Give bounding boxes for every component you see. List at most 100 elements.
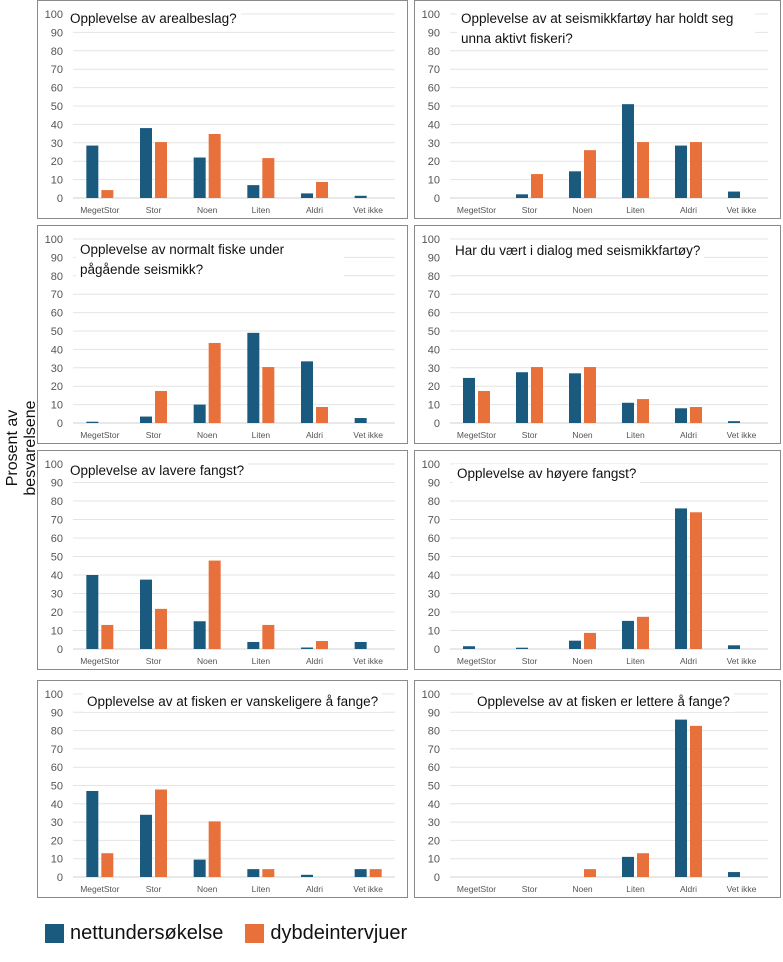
bar-dybdeintervjuer	[208, 133, 221, 198]
y-tick-label: 30	[428, 138, 440, 150]
bar-nettundersokelse	[622, 856, 634, 877]
x-tick-label: Liten	[626, 205, 645, 215]
legend-item-nettundersokelse: nettundersøkelse	[45, 922, 223, 945]
y-tick-label: 0	[57, 193, 63, 205]
bar-chart: 0 10 20 30 40 50 60 70 80 90 100 MegetStor Stor Noen L…	[422, 234, 768, 440]
x-tick-label: Stor	[522, 656, 538, 666]
chart-panel: 0 10 20 30 40 50 60 70 80 90 100 MegetStor Stor Noen L…	[414, 680, 781, 898]
bar-nettundersokelse	[622, 402, 634, 423]
y-tick-label: 40	[428, 570, 440, 582]
chart-panel: 0 10 20 30 40 50 60 70 80 90 100 MegetStor Stor Noen L…	[37, 225, 408, 444]
y-tick-label: 20	[428, 156, 440, 168]
y-tick-label: 80	[428, 271, 440, 283]
x-tick-label: Liten	[252, 430, 271, 440]
chart-title: Opplevelse av at fisken er lettere å fan…	[473, 692, 734, 712]
bar-dybdeintervjuer	[637, 853, 649, 877]
y-tick-label: 0	[57, 644, 63, 656]
y-tick-label: 80	[428, 496, 440, 508]
x-tick-label: Noen	[572, 656, 593, 666]
y-tick-label: 70	[51, 289, 63, 301]
bar-dybdeintervjuer	[584, 632, 596, 649]
x-tick-label: Stor	[146, 884, 162, 894]
bar-nettundersokelse	[516, 372, 528, 423]
bar-dybdeintervjuer	[155, 142, 167, 198]
y-tick-label: 100	[422, 689, 440, 701]
y-tick-label: 70	[428, 515, 440, 527]
bar-nettundersokelse	[86, 575, 99, 649]
x-tick-label: Noen	[197, 205, 218, 215]
bar-dybdeintervjuer	[637, 399, 649, 423]
x-tick-label: Stor	[146, 205, 162, 215]
x-tick-label: MegetStor	[80, 656, 119, 666]
legend-item-dybdeintervjuer: dybdeintervjuer	[245, 922, 407, 945]
bar-nettundersokelse	[354, 418, 367, 423]
y-tick-label: 0	[434, 872, 440, 884]
y-tick-label: 90	[428, 27, 440, 39]
y-tick-label: 30	[428, 589, 440, 601]
y-tick-label: 0	[57, 872, 63, 884]
x-tick-label: Noen	[197, 656, 218, 666]
chart-panel: 0 10 20 30 40 50 60 70 80 90 100 MegetStor Stor Noen L…	[37, 0, 408, 219]
bar-nettundersokelse	[193, 157, 206, 198]
y-tick-label: 40	[51, 570, 63, 582]
bar-nettundersokelse	[193, 404, 206, 423]
x-tick-label: Noen	[197, 430, 218, 440]
chart-title: Har du vært i dialog med seismikkfartøy?	[451, 241, 705, 261]
bar-dybdeintervjuer	[690, 512, 702, 649]
x-tick-label: Stor	[146, 656, 162, 666]
bar-nettundersokelse	[728, 872, 740, 877]
x-tick-label: MegetStor	[457, 884, 496, 894]
bar-nettundersokelse	[516, 647, 528, 649]
x-tick-label: Noen	[572, 430, 593, 440]
y-tick-label: 60	[51, 762, 63, 774]
y-tick-label: 20	[51, 835, 63, 847]
bar-nettundersokelse	[728, 191, 740, 198]
chart-panel: 0 10 20 30 40 50 60 70 80 90 100 MegetStor Stor Noen L…	[37, 450, 408, 670]
bar-dybdeintervjuer	[531, 174, 543, 198]
x-tick-label: Aldri	[680, 430, 697, 440]
y-tick-label: 90	[51, 252, 63, 264]
x-tick-label: Liten	[252, 205, 271, 215]
y-tick-label: 70	[428, 289, 440, 301]
legend-label: nettundersøkelse	[70, 922, 224, 944]
y-tick-label: 90	[428, 478, 440, 490]
bar-dybdeintervjuer	[584, 367, 596, 423]
y-tick-label: 50	[51, 781, 63, 793]
bar-nettundersokelse	[140, 814, 152, 877]
bar-nettundersokelse	[463, 377, 475, 423]
y-tick-label: 0	[434, 193, 440, 205]
x-tick-label: Stor	[522, 884, 538, 894]
bar-dybdeintervjuer	[208, 821, 221, 877]
y-axis-label: Prosent av besvarelsene	[4, 400, 39, 496]
bar-nettundersokelse	[247, 869, 260, 877]
x-tick-label: Aldri	[680, 656, 697, 666]
y-tick-label: 10	[428, 175, 440, 187]
y-tick-label: 50	[51, 326, 63, 338]
x-tick-label: Aldri	[680, 205, 697, 215]
bar-nettundersokelse	[86, 145, 99, 198]
bar-dybdeintervjuer	[101, 190, 114, 198]
y-tick-label: 50	[428, 781, 440, 793]
x-tick-label: Stor	[146, 430, 162, 440]
chart-title: Opplevelse av at fisken er vanskeligere …	[83, 692, 383, 712]
y-tick-label: 50	[428, 552, 440, 564]
y-tick-label: 90	[51, 707, 63, 719]
bar-nettundersokelse	[728, 645, 740, 649]
legend-swatch-orange	[245, 924, 265, 943]
y-tick-label: 100	[45, 689, 63, 701]
y-tick-label: 20	[428, 835, 440, 847]
y-tick-label: 50	[428, 326, 440, 338]
x-tick-label: Liten	[626, 430, 645, 440]
x-tick-label: Vet ikke	[353, 430, 383, 440]
y-tick-label: 30	[51, 817, 63, 829]
bar-nettundersokelse	[675, 719, 687, 877]
y-tick-label: 80	[51, 46, 63, 58]
x-tick-label: MegetStor	[80, 430, 119, 440]
y-tick-label: 10	[428, 626, 440, 638]
y-tick-label: 10	[51, 175, 63, 187]
legend: nettundersøkelse dybdeintervjuer	[45, 922, 407, 945]
x-tick-label: Vet ikke	[353, 884, 383, 894]
bar-nettundersokelse	[140, 579, 152, 649]
bar-nettundersokelse	[569, 640, 581, 649]
bar-dybdeintervjuer	[369, 869, 382, 877]
